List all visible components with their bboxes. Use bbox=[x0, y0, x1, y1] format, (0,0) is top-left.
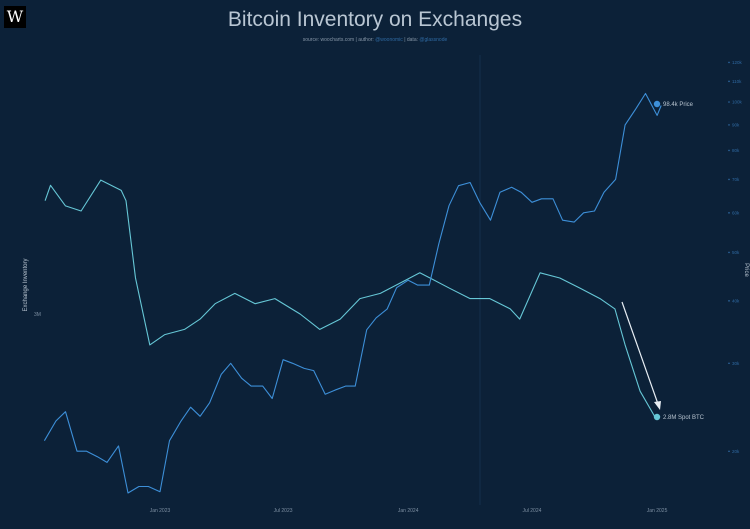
price-line bbox=[43, 92, 662, 494]
data-label: | data: bbox=[404, 37, 418, 43]
right-tick-label: 50k bbox=[732, 250, 740, 255]
right-tick-mark bbox=[728, 178, 730, 181]
right-tick-mark bbox=[728, 149, 730, 152]
x-tick-label: Jul 2023 bbox=[274, 508, 293, 514]
x-tick-label: Jan 2025 bbox=[647, 508, 668, 514]
right-tick-label: 100k bbox=[732, 100, 743, 105]
right-tick-label: 80k bbox=[732, 148, 740, 153]
price-annotation: 98.4k Price bbox=[663, 102, 694, 108]
left-axis-label: Exchange Inventory bbox=[23, 258, 29, 311]
woocharts-logo: W bbox=[4, 6, 26, 28]
x-tick-label: Jan 2024 bbox=[398, 508, 419, 514]
right-tick-mark bbox=[728, 101, 730, 103]
right-tick-label: 110k bbox=[732, 79, 742, 84]
inventory-annotation: 2.8M Spot BTC bbox=[663, 415, 705, 421]
right-tick-mark bbox=[728, 124, 730, 126]
price-end-marker bbox=[653, 100, 661, 108]
source-label: source: bbox=[302, 37, 320, 43]
right-tick-mark bbox=[728, 61, 730, 64]
right-tick-mark bbox=[728, 212, 730, 214]
inventory-line bbox=[44, 179, 656, 418]
author-label: | author: bbox=[355, 37, 374, 43]
inventory-end-marker bbox=[653, 413, 661, 421]
right-tick-label: 20k bbox=[732, 449, 740, 454]
right-tick-label: 70k bbox=[732, 177, 740, 182]
right-tick-mark bbox=[728, 300, 730, 302]
right-tick-mark bbox=[728, 362, 730, 365]
right-tick-label: 60k bbox=[732, 210, 740, 215]
chart-title: Bitcoin Inventory on Exchanges bbox=[227, 8, 523, 31]
author-link[interactable]: @woonomic bbox=[375, 37, 403, 43]
arrow-head bbox=[654, 401, 661, 410]
data-link[interactable]: @glassnode bbox=[419, 37, 448, 43]
x-tick-label: Jul 2024 bbox=[523, 508, 542, 514]
right-tick-mark bbox=[728, 251, 730, 254]
x-tick-label: Jan 2023 bbox=[150, 508, 171, 514]
right-tick-label: 90k bbox=[732, 122, 740, 127]
right-tick-mark bbox=[728, 80, 730, 83]
source-value: woocharts.com bbox=[320, 37, 355, 43]
right-axis-label: Price bbox=[743, 263, 749, 277]
right-tick-label: 120k bbox=[732, 60, 743, 65]
left-tick-label: 3M bbox=[34, 312, 41, 318]
right-tick-label: 30k bbox=[732, 361, 740, 366]
decline-arrow bbox=[621, 301, 659, 405]
right-tick-mark bbox=[728, 450, 730, 453]
right-tick-label: 40k bbox=[732, 298, 740, 303]
chart-subtitle: source: woocharts.com | author: @woonomi… bbox=[0, 37, 750, 43]
